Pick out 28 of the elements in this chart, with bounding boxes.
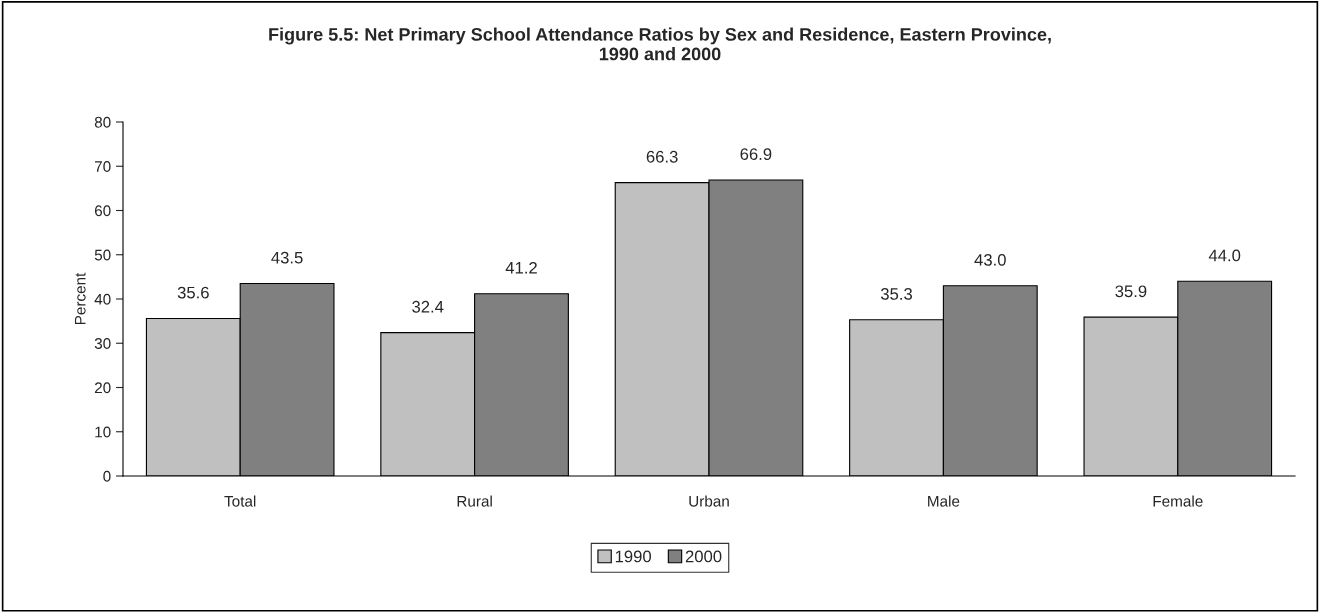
y-tick-label: 20: [94, 382, 111, 394]
data-label: 43.5: [271, 251, 303, 264]
data-label: 32.4: [412, 300, 444, 313]
data-label: 66.3: [646, 150, 678, 163]
data-label: 35.6: [177, 286, 209, 299]
y-tick-label: 10: [95, 426, 111, 438]
y-tick-label: 0: [103, 470, 111, 482]
x-tick-label: Urban: [689, 495, 729, 507]
data-label: 43.0: [974, 253, 1006, 266]
data-label: 35.3: [880, 288, 913, 300]
x-tick-label: Female: [1153, 495, 1203, 507]
data-label: 41.2: [505, 261, 537, 274]
x-tick-label: Male: [928, 495, 960, 507]
y-tick-label: 80: [94, 116, 111, 128]
data-label: 44.0: [1208, 249, 1241, 262]
y-tick-label: 70: [94, 161, 111, 172]
chart-title: Figure 5.5: Net Primary School Attendance Ratios by Sex and Residence, Eastern Province, 1990 and 2000: [269, 27, 1051, 61]
y-axis-title: Percent: [74, 272, 86, 325]
x-tick-label: Total: [224, 495, 256, 507]
data-label: 35.9: [1115, 285, 1147, 298]
legend-label: 1990: [615, 550, 652, 563]
legend-label: 2000: [685, 550, 722, 563]
y-tick-label: 50: [94, 249, 111, 261]
data-label: 66.9: [740, 148, 772, 161]
y-tick-label: 30: [94, 338, 111, 349]
y-tick-label: 60: [94, 205, 111, 217]
x-tick-label: Rural: [457, 495, 492, 507]
y-tick-label: 40: [94, 293, 111, 305]
